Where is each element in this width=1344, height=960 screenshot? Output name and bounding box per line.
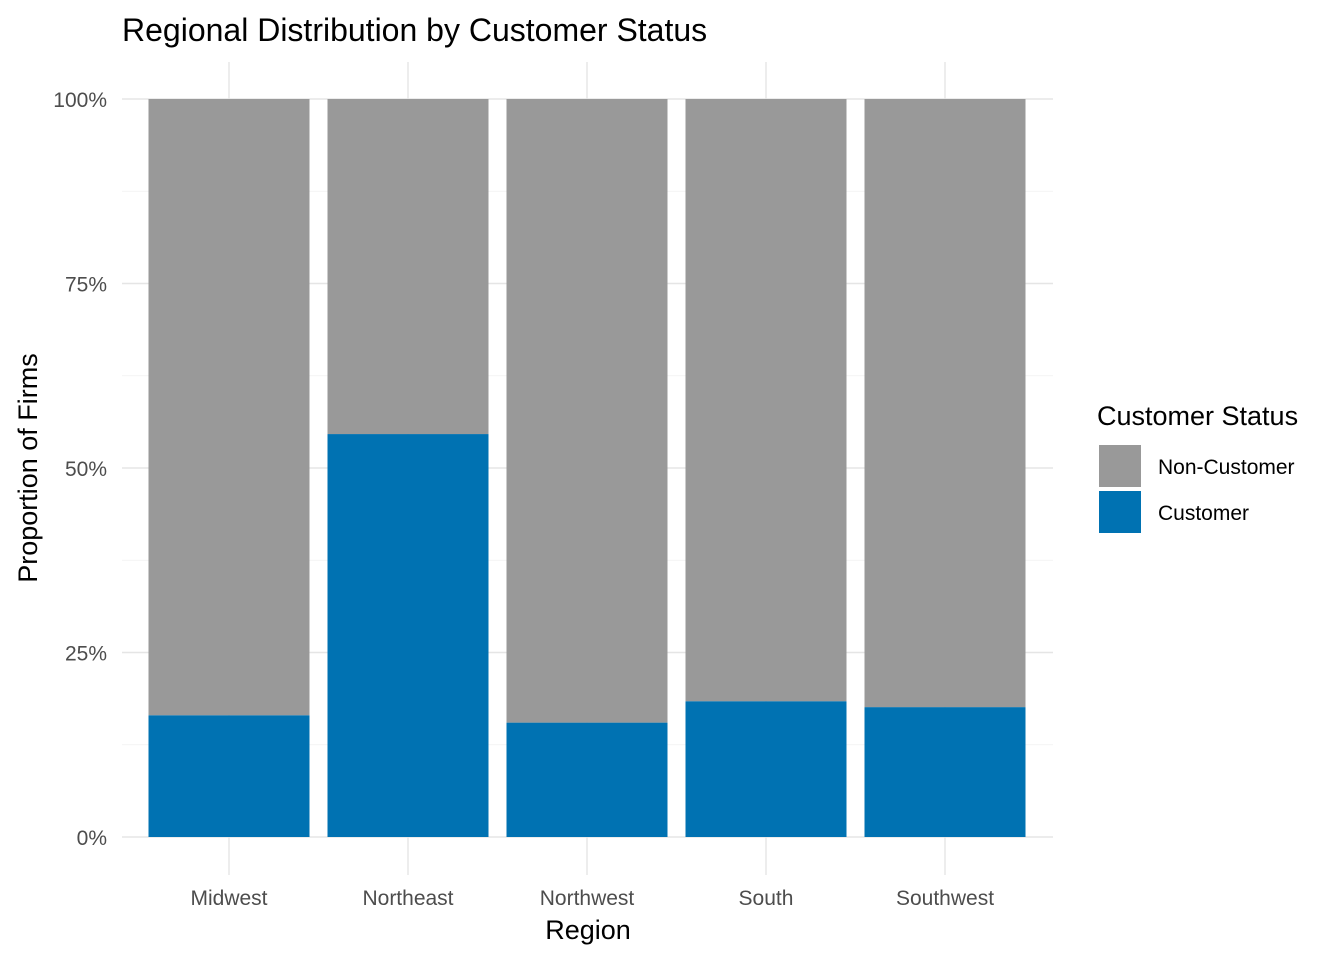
y-axis-title: Proportion of Firms xyxy=(13,353,43,583)
legend-swatch-non-customer xyxy=(1099,445,1141,487)
y-tick-label: 75% xyxy=(65,274,107,297)
x-tick-label: Northeast xyxy=(362,887,453,910)
bar-southwest-customer xyxy=(864,707,1026,837)
bar-northeast-non-customer xyxy=(327,99,489,435)
y-axis: 0% 25% 50% 75% 100% xyxy=(53,89,107,850)
y-tick-label: 50% xyxy=(65,458,107,481)
y-tick-label: 25% xyxy=(65,643,107,666)
chart-title: Regional Distribution by Customer Status xyxy=(122,12,707,48)
legend: Customer Status Non-Customer Customer xyxy=(1097,401,1298,533)
x-tick-label: Northwest xyxy=(540,887,635,910)
x-tick-label: South xyxy=(739,887,794,910)
bar-south-non-customer xyxy=(685,99,847,702)
x-tick-label: Southwest xyxy=(896,887,994,910)
legend-title: Customer Status xyxy=(1097,401,1298,431)
x-axis: Midwest Northeast Northwest South Southwest xyxy=(190,887,994,910)
legend-label: Non-Customer xyxy=(1158,456,1295,479)
bar-midwest-non-customer xyxy=(148,99,310,716)
bar-south-customer xyxy=(685,701,847,837)
legend-swatch-customer xyxy=(1099,491,1141,533)
legend-label: Customer xyxy=(1158,502,1249,525)
bar-northwest-customer xyxy=(506,722,668,837)
bar-northeast-customer xyxy=(327,434,489,837)
y-tick-label: 100% xyxy=(53,89,107,112)
y-tick-label: 0% xyxy=(77,827,107,850)
bar-northwest-non-customer xyxy=(506,99,668,723)
bars xyxy=(148,99,1026,837)
x-tick-label: Midwest xyxy=(190,887,267,910)
bar-midwest-customer xyxy=(148,715,310,837)
x-axis-title: Region xyxy=(545,915,631,945)
bar-southwest-non-customer xyxy=(864,99,1026,708)
